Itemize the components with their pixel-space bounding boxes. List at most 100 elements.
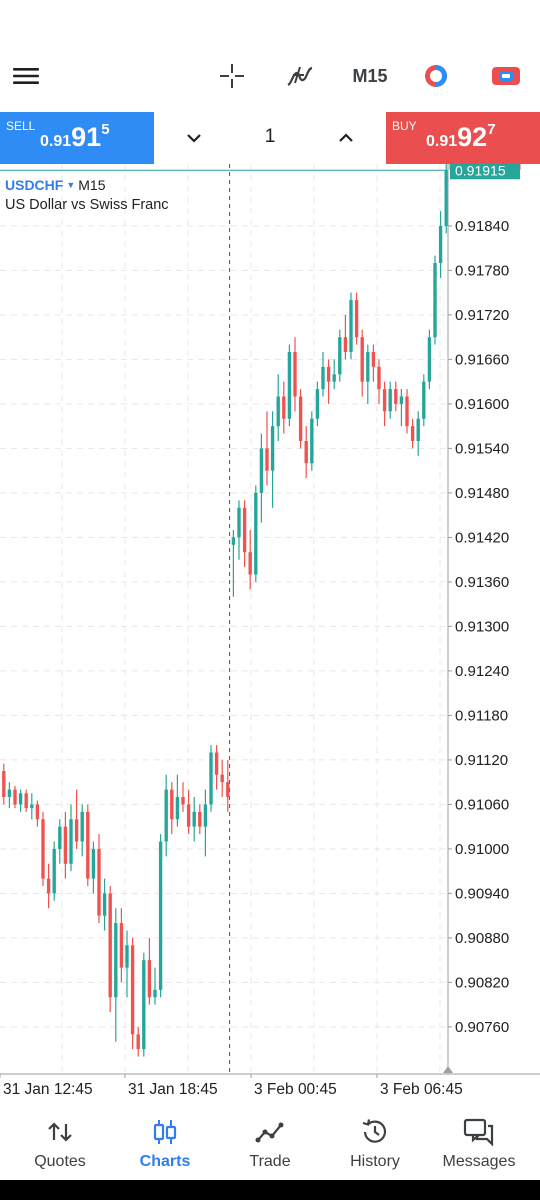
nav-charts-label: Charts [139,1153,191,1170]
buy-button[interactable]: BUY 0.91927 [386,112,540,164]
candle-body [186,804,191,827]
candle-body [58,826,62,849]
candlestick-chart[interactable]: 0.91840 0.91780 0.91720 0.91660 0.91600 0.915… [0,164,540,1098]
candle-body [97,848,101,916]
candle-body [153,989,157,998]
candle-body [198,811,202,827]
bid-price-tag [450,164,520,180]
candle-body [214,752,219,775]
candle-body [7,789,12,797]
volume-control: 1 [154,112,386,164]
candle-body [282,396,286,419]
candle-body [237,507,241,538]
candle-body [108,893,112,998]
nav-quotes[interactable]: Quotes [20,1098,100,1180]
history-clock-icon [362,1119,387,1143]
sell-price-pips: 91 [71,122,102,152]
candle-body [259,448,264,493]
candle-body [226,782,230,797]
candle-body [136,1034,140,1050]
hamburger-menu-icon [13,68,39,84]
candle-body [158,841,163,990]
candle-body [315,389,320,419]
algo-trading-icon [425,65,447,87]
nav-messages-label: Messages [442,1153,516,1170]
candle-body [388,389,392,412]
buy-price-pips: 92 [457,122,488,152]
candle-body [41,819,45,879]
candle-body [63,826,68,864]
price-chart[interactable]: 0.91840 0.91780 0.91720 0.91660 0.91600 0.915… [0,164,540,1098]
x-axis-label: 3 Feb 00:45 [254,1081,337,1098]
nav-messages[interactable]: Messages [434,1098,524,1180]
candle-body [310,418,314,464]
nav-trade[interactable]: Trade [230,1098,310,1180]
candle-body [74,819,79,842]
candle-body [265,448,269,471]
timeframe-button[interactable]: M15 [352,65,388,86]
volume-decrease-button[interactable] [176,120,212,156]
bid-price-label: 0.91915 [455,164,506,178]
algo-trading-button[interactable] [416,40,456,112]
one-click-trading-button[interactable] [484,40,528,112]
chart-shift-marker [443,1066,453,1073]
candle-body [125,945,129,968]
candle-body [231,537,236,545]
candle-body [130,945,135,1035]
candle-body [164,789,168,842]
candle-body [349,300,353,352]
candle-body [248,552,252,575]
candle-body [242,507,247,553]
candle-body [209,752,213,805]
candle-body [444,170,448,226]
y-axis-label: 0.91480 [455,485,509,502]
candle-body [203,804,208,827]
buy-price: 0.91927 [426,121,496,153]
x-axis-label: 31 Jan 12:45 [3,1081,93,1098]
crosshair-button[interactable] [212,40,252,112]
sell-price: 0.91915 [40,121,110,153]
y-axis-label: 0.90880 [455,930,509,947]
candle-body [366,352,370,382]
y-axis-label: 0.91240 [455,663,509,680]
chart-symbol-header[interactable]: USDCHF ▼ M15 [5,177,106,193]
candle-body [338,337,342,375]
symbol-description: US Dollar vs Swiss Franc [5,197,169,213]
y-axis-label: 0.91540 [455,440,509,457]
candle-body [69,819,73,864]
nav-history[interactable]: History [335,1098,415,1180]
candle-body [119,923,124,968]
candle-body [270,426,275,471]
bottom-navigation: Quotes Charts Trade [0,1098,540,1180]
y-axis-label: 0.91060 [455,796,509,813]
symbol-dropdown-icon[interactable]: ▼ [66,180,76,190]
candle-body [304,441,308,464]
sell-button[interactable]: SELL 0.91915 [0,112,154,164]
candle-body [192,811,196,827]
system-navigation-bar [0,1180,540,1200]
candle-body [405,396,409,427]
candle-body [422,381,426,419]
candle-body [343,337,348,352]
candle-body [416,418,420,441]
candle-body [332,374,336,382]
candle-body [220,774,224,783]
candle-body [410,426,415,441]
y-axis-label: 0.90760 [455,1019,509,1036]
volume-increase-button[interactable] [328,120,364,156]
chevron-up-icon [339,133,353,142]
nav-charts[interactable]: Charts [125,1098,205,1180]
symbol-name[interactable]: USDCHF [5,177,64,193]
indicators-button[interactable] [280,40,320,112]
volume-input[interactable]: 1 [264,126,276,147]
candle-body [170,789,174,820]
candle-body [91,848,96,879]
y-axis-label: 0.91840 [455,218,509,235]
crosshair-icon [220,64,244,88]
candle-body [254,492,258,575]
y-axis-label: 0.91120 [455,752,508,769]
candle-body [46,878,51,894]
chevron-down-icon [187,134,201,143]
y-axis-label: 0.91300 [455,618,509,635]
menu-button[interactable] [6,40,46,112]
